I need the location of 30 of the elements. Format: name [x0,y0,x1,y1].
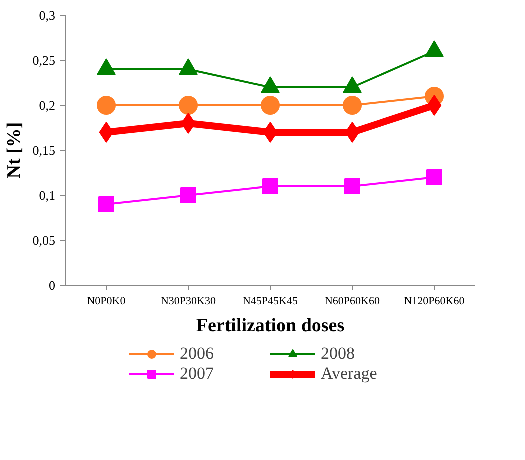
x-tick-label: N60P60K60 [324,296,381,308]
legend-label: Average [321,364,378,384]
y-tick-label: 0,2 [39,98,56,113]
x-tick-label: N120P60K60 [404,296,466,308]
point [180,188,196,204]
y-tick-label: 0 [49,278,56,293]
legend-label: 2007 [180,364,215,384]
point [343,96,362,115]
legend-label: 2006 [180,344,215,364]
point [98,196,114,212]
x-tick-label: N0P0K0 [87,296,126,308]
y-tick-label: 0,15 [32,143,56,158]
point [181,113,196,134]
point [97,96,116,115]
x-axis-title: Fertilization doses [196,316,345,336]
y-tick-label: 0,05 [32,233,56,248]
point [261,96,280,115]
point [427,95,442,116]
point [344,178,360,194]
y-tick-label: 0,1 [39,188,56,203]
x-tick-label: N45P45K45 [242,296,299,308]
legend-label: 2008 [321,344,356,364]
y-tick-label: 0,3 [39,8,56,23]
y-tick-label: 0,25 [32,53,56,68]
y-axis-title: Nt [%] [4,122,25,179]
x-tick-label: N30P30K30 [160,296,217,308]
point [426,170,442,186]
point [262,178,278,194]
point [179,96,198,115]
point [99,122,114,143]
